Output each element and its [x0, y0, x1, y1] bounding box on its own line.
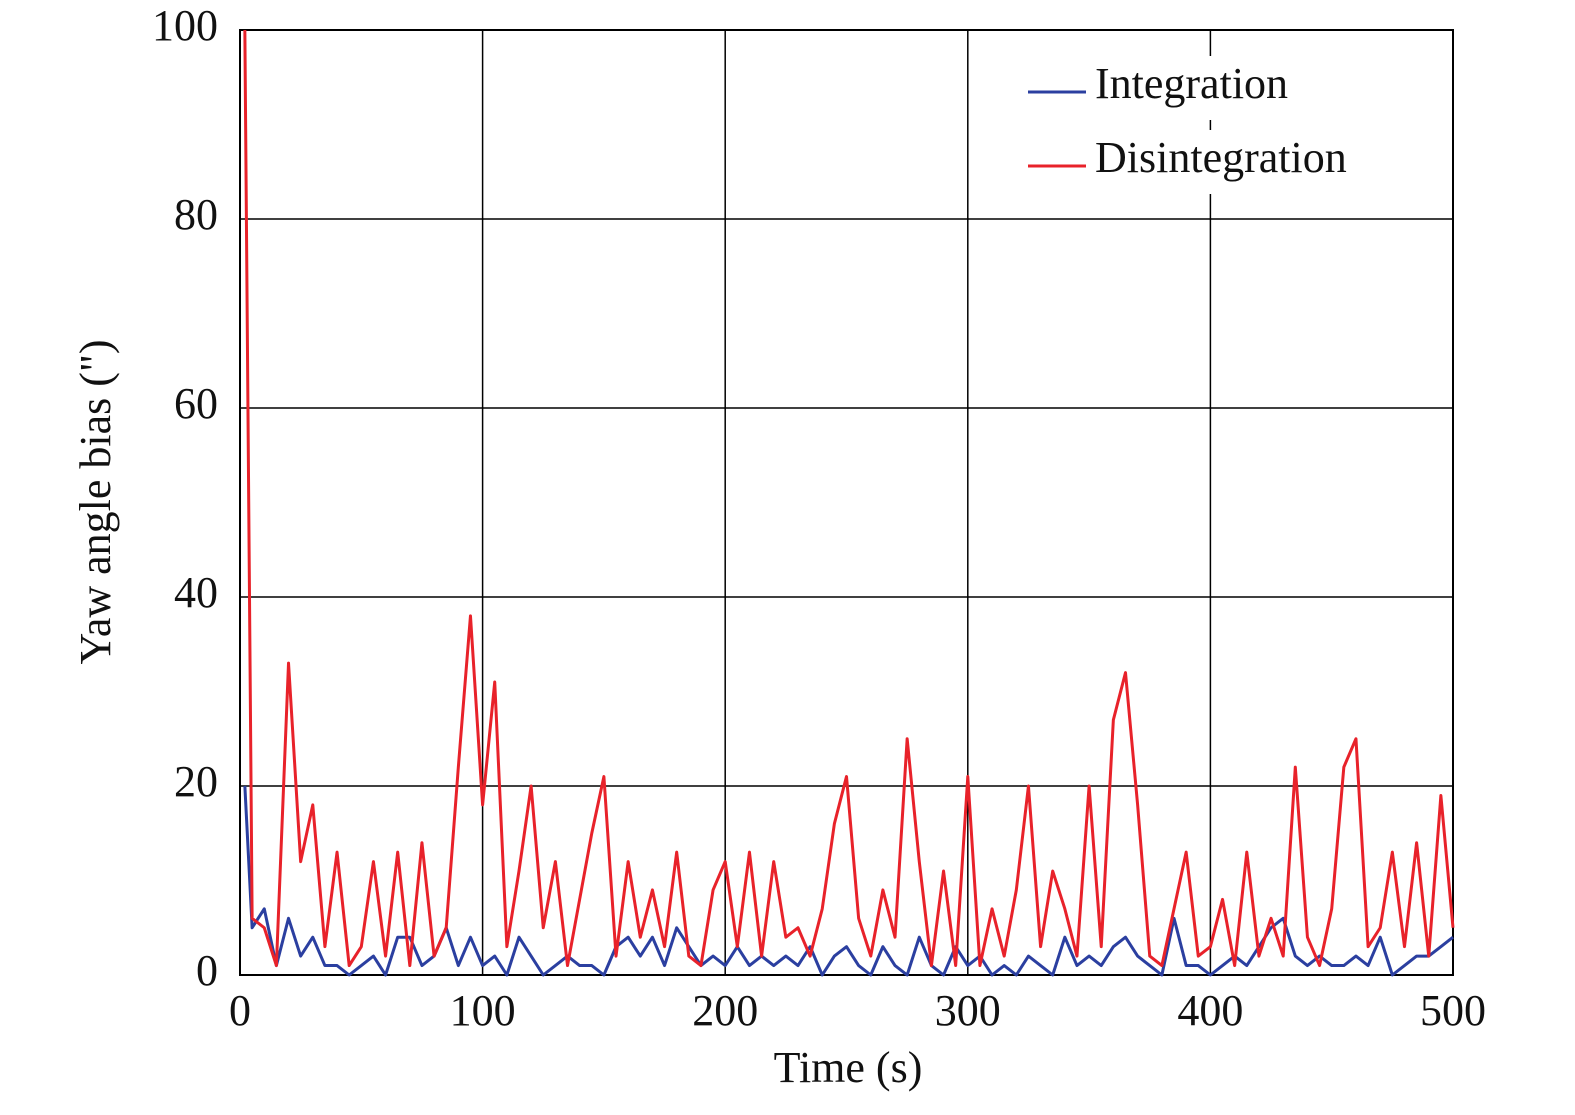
legend-bg — [1022, 130, 1402, 194]
plot-frame — [239, 29, 1454, 976]
legend-bg — [1022, 56, 1402, 120]
x-tick-label: 200 — [692, 986, 758, 1035]
x-tick-label: 0 — [229, 986, 251, 1035]
x-axis-label: Time (s) — [774, 1043, 923, 1092]
legend-label: Disintegration — [1095, 133, 1347, 182]
legend-label: Integration — [1095, 59, 1288, 108]
y-tick-label: 60 — [174, 379, 218, 428]
x-tick-label: 500 — [1420, 986, 1486, 1035]
x-tick-label: 400 — [1177, 986, 1243, 1035]
x-tick-label: 100 — [450, 986, 516, 1035]
data-line — [243, 29, 1455, 968]
y-tick-label: 80 — [174, 190, 218, 239]
y-axis-label: Yaw angle bias (") — [71, 339, 120, 664]
x-tick-label: 300 — [935, 986, 1001, 1035]
y-tick-label: 40 — [174, 568, 218, 617]
y-tick-label: 100 — [152, 1, 218, 50]
y-tick-label: 20 — [174, 757, 218, 806]
y-tick-label: 0 — [196, 946, 218, 995]
